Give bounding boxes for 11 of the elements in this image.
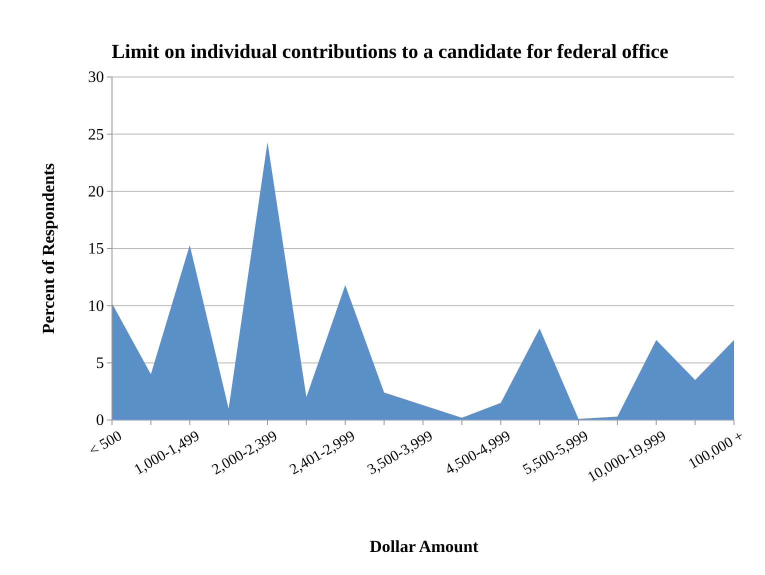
x-axis-title: Dollar Amount bbox=[370, 537, 479, 556]
y-tick-label: 25 bbox=[88, 126, 104, 144]
y-tick-label: 15 bbox=[88, 240, 104, 258]
y-tick-label: 30 bbox=[88, 69, 104, 86]
chart-title: Limit on individual contributions to a candidate for federal office bbox=[112, 41, 669, 63]
y-tick-label: 5 bbox=[96, 354, 104, 372]
y-tick-label: 20 bbox=[88, 183, 104, 200]
y-axis-title: Percent of Respondents bbox=[39, 162, 58, 334]
x-tick-label: < 500 bbox=[86, 428, 125, 460]
y-tick-label: 0 bbox=[96, 412, 104, 430]
y-tick-label: 10 bbox=[88, 298, 104, 315]
